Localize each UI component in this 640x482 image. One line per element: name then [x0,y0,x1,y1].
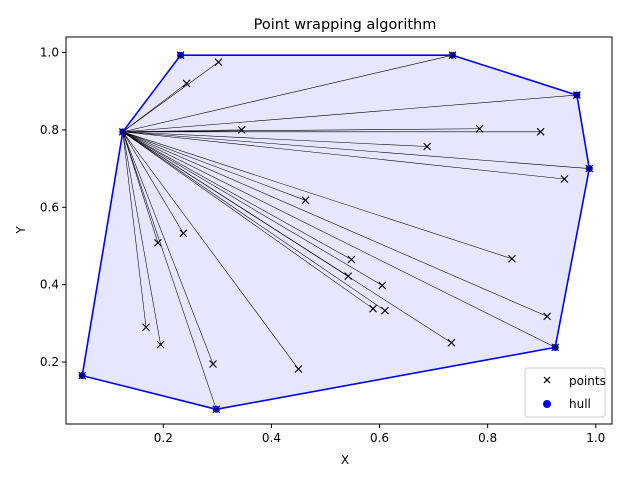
data-point-marker [423,142,432,151]
data-point-marker [585,164,594,173]
ray-line [122,131,161,345]
ray-line [122,131,590,169]
ray-line [122,131,299,370]
data-point-marker [214,58,223,67]
data-point-marker [118,127,127,136]
data-point-marker [142,323,150,332]
y-tick-label: 1.0 [40,45,59,59]
data-point-marker [347,255,356,264]
data-point-marker [543,312,552,321]
ray-line [122,131,159,243]
data-point-marker [182,79,191,88]
x-axis-label: X [341,453,349,467]
data-point-marker [78,371,87,380]
data-point-marker [560,175,569,183]
ray-line [122,54,453,133]
data-point-marker [369,304,377,313]
ray-line [122,131,386,311]
x-tick-label: 0.8 [478,431,497,445]
data-point-marker [344,272,353,281]
ray-line [122,128,480,133]
ray-line [122,131,352,260]
x-tick-label: 1.0 [586,431,605,445]
ray-line [122,131,214,365]
ray-line [122,131,383,286]
data-point-marker [294,365,303,373]
ray-line [122,131,147,328]
data-point-marker [378,281,387,290]
data-point-marker [572,91,581,99]
y-axis-label: Y [14,226,28,235]
ray-line [122,61,219,133]
data-point-marker [536,127,545,136]
data-point-marker [508,254,516,263]
y-axis: 0.2 0.4 0.6 0.8 1.0 [40,45,66,369]
chart-title: Point wrapping algorithm [254,17,437,33]
ray-line [122,131,374,309]
y-tick-label: 0.4 [40,278,59,292]
ray-line [122,131,548,317]
ray-line [122,131,306,201]
data-point-marker [154,238,162,247]
data-point-marker [447,338,456,347]
ray-line [122,131,556,348]
data-point-marker [475,124,484,133]
y-tick-label: 0.8 [40,123,59,137]
data-point-marker [209,360,217,368]
ray-line [122,94,577,133]
legend-hull-marker [543,400,551,408]
data-point-marker [301,196,310,205]
hull-fill [82,55,590,410]
plot-frame [65,36,613,425]
y-tick-label: 0.6 [40,200,59,214]
data-point-marker [156,340,165,349]
x-tick-label: 0.2 [154,431,173,445]
ray-line [122,131,184,234]
data-point-marker [381,306,389,315]
y-tick-label: 0.2 [40,355,59,369]
ray-line [122,131,513,260]
data-point-marker [551,343,560,352]
ray-line [122,131,452,343]
data-point-marker [448,51,457,60]
plot-area [78,51,594,414]
data-point-marker [212,405,221,414]
legend-points-marker [543,376,551,384]
x-tick-label: 0.4 [262,431,281,445]
legend-points-label: points [569,374,606,388]
ray-line [122,131,217,410]
x-axis: 0.2 0.4 0.6 0.8 1.0 [154,424,605,445]
ray-line [122,131,428,147]
data-point-marker [176,51,185,60]
data-point-marker [237,125,246,134]
ray-line [122,131,565,180]
legend-hull-label: hull [569,397,591,411]
legend: points hull [524,367,606,418]
x-tick-label: 0.6 [370,431,389,445]
data-point-marker [179,229,188,238]
